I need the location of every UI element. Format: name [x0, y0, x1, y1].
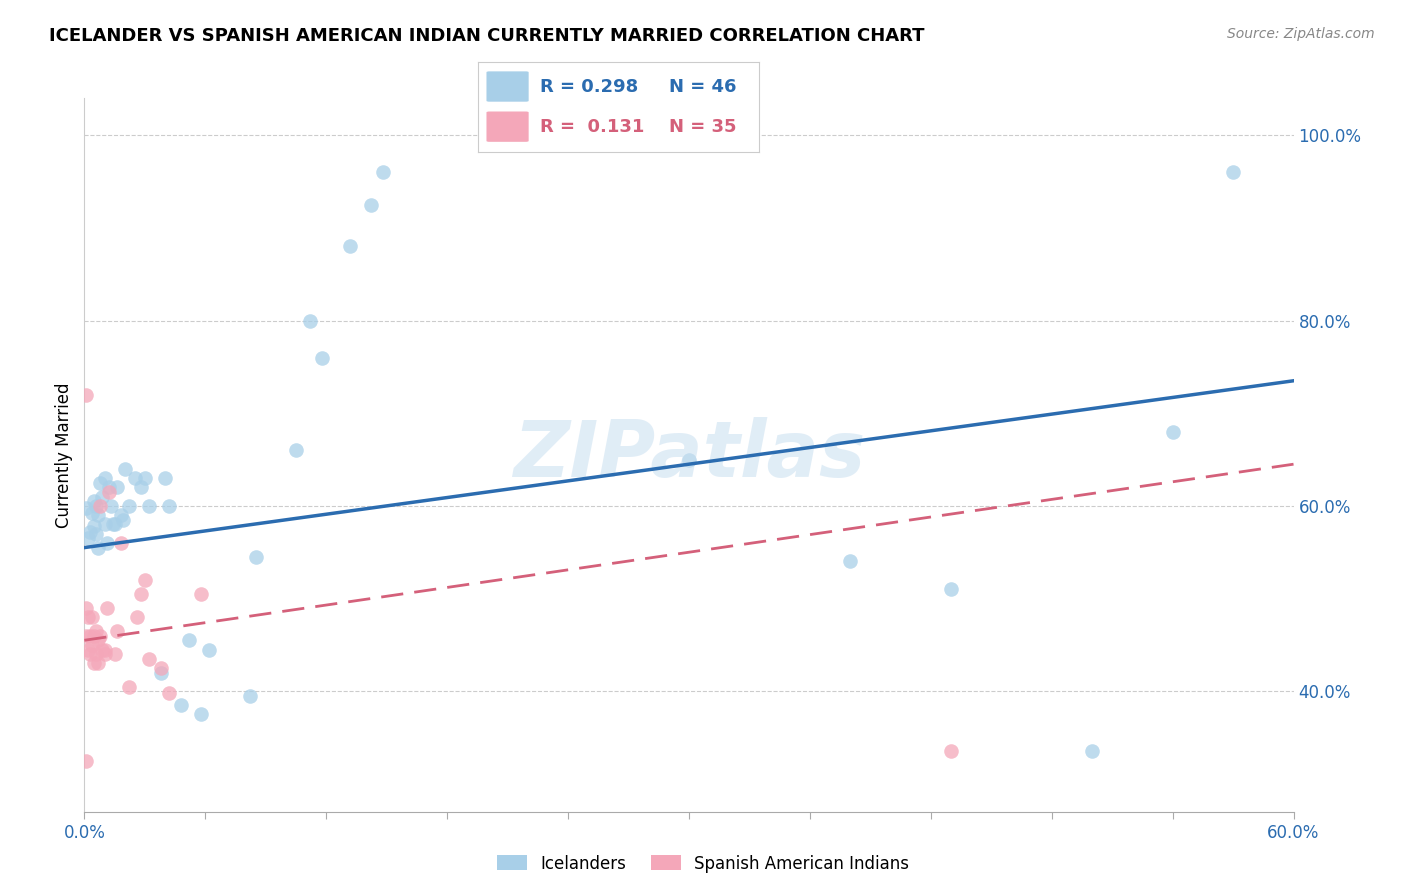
Text: ZIPatlas: ZIPatlas	[513, 417, 865, 493]
FancyBboxPatch shape	[486, 71, 529, 102]
Point	[104, 647, 127, 661]
Point	[138, 652, 160, 666]
Point	[89, 499, 111, 513]
Point	[100, 499, 122, 513]
Point	[105, 480, 128, 494]
Point	[75, 629, 97, 643]
Text: N = 35: N = 35	[669, 118, 737, 136]
Point	[83, 629, 105, 643]
Point	[75, 754, 97, 768]
Point	[149, 661, 172, 675]
Point	[339, 239, 361, 253]
Point	[91, 490, 114, 504]
Legend: Icelanders, Spanish American Indians: Icelanders, Spanish American Indians	[491, 848, 915, 880]
Point	[82, 506, 104, 520]
Point	[1081, 744, 1104, 758]
Point	[239, 689, 262, 703]
Point	[87, 657, 110, 671]
Point	[89, 475, 111, 490]
Point	[86, 624, 108, 638]
Point	[125, 610, 148, 624]
Point	[299, 313, 322, 327]
Point	[153, 471, 176, 485]
Point	[129, 587, 152, 601]
Point	[198, 642, 221, 657]
Point	[79, 647, 101, 661]
Point	[86, 499, 108, 513]
Point	[91, 642, 114, 657]
Point	[149, 665, 172, 680]
Point	[87, 633, 110, 648]
Point	[77, 532, 100, 546]
Point	[96, 600, 118, 615]
Point	[118, 499, 141, 513]
Point	[79, 629, 101, 643]
Text: ICELANDER VS SPANISH AMERICAN INDIAN CURRENTLY MARRIED CORRELATION CHART: ICELANDER VS SPANISH AMERICAN INDIAN CUR…	[49, 27, 925, 45]
Point	[87, 541, 110, 555]
Point	[77, 610, 100, 624]
Point	[170, 698, 193, 713]
Point	[86, 647, 108, 661]
Point	[360, 197, 382, 211]
Point	[134, 573, 156, 587]
Point	[114, 462, 136, 476]
Point	[129, 480, 152, 494]
Point	[97, 480, 120, 494]
Point	[157, 686, 180, 700]
Point	[89, 629, 111, 643]
Y-axis label: Currently Married: Currently Married	[55, 382, 73, 528]
Point	[97, 485, 120, 500]
Point	[678, 452, 700, 467]
Point	[134, 471, 156, 485]
Point	[93, 517, 115, 532]
Point	[939, 582, 962, 597]
Point	[190, 587, 212, 601]
Point	[179, 633, 201, 648]
Point	[118, 680, 141, 694]
Point	[79, 524, 101, 539]
Point	[284, 443, 308, 458]
Point	[93, 471, 115, 485]
Text: Source: ZipAtlas.com: Source: ZipAtlas.com	[1227, 27, 1375, 41]
Point	[1222, 165, 1244, 179]
Text: R =  0.131: R = 0.131	[540, 118, 644, 136]
Point	[190, 707, 212, 722]
Point	[124, 471, 146, 485]
Point	[77, 642, 100, 657]
Point	[110, 508, 132, 523]
Text: N = 46: N = 46	[669, 78, 737, 95]
Point	[75, 500, 97, 515]
Point	[82, 638, 104, 652]
Point	[104, 517, 127, 532]
Point	[111, 513, 134, 527]
Point	[110, 536, 132, 550]
Point	[93, 647, 115, 661]
Point	[87, 508, 110, 523]
FancyBboxPatch shape	[486, 112, 529, 142]
Point	[101, 517, 124, 532]
Point	[105, 624, 128, 638]
Point	[1161, 425, 1184, 439]
Point	[839, 554, 862, 568]
Point	[157, 499, 180, 513]
Point	[75, 600, 97, 615]
Point	[311, 351, 333, 365]
Point	[96, 536, 118, 550]
Point	[83, 494, 105, 508]
Point	[93, 642, 115, 657]
Point	[75, 387, 97, 401]
Point	[371, 165, 394, 179]
Point	[83, 657, 105, 671]
Point	[83, 519, 105, 533]
Point	[245, 549, 267, 564]
Text: R = 0.298: R = 0.298	[540, 78, 638, 95]
Point	[86, 526, 108, 541]
Point	[138, 499, 160, 513]
Point	[82, 610, 104, 624]
Point	[939, 744, 962, 758]
